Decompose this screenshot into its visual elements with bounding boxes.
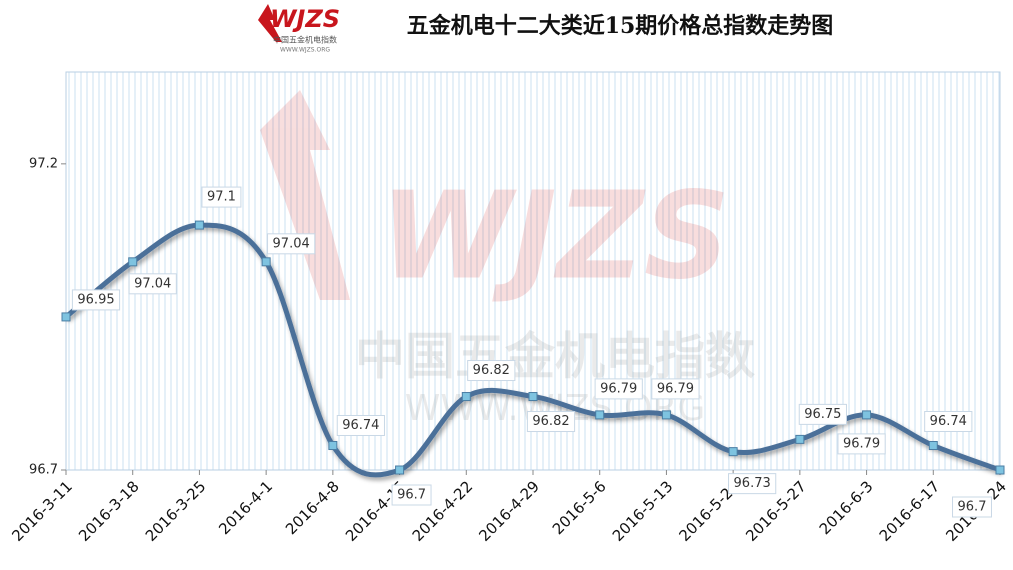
logo: WJZS 中国五金机电指数 WWW.WJZS.ORG bbox=[258, 4, 340, 54]
watermark-name: 中国五金机电指数 bbox=[355, 328, 755, 386]
data-label: 97.04 bbox=[273, 236, 310, 251]
data-label-box bbox=[728, 473, 777, 495]
data-label-box bbox=[651, 378, 700, 400]
x-tick-label: 2016-4-29 bbox=[475, 477, 543, 545]
x-tick-label: 2016-4-1 bbox=[215, 477, 276, 538]
point-marker bbox=[128, 257, 138, 267]
data-label: 96.75 bbox=[804, 407, 841, 422]
plot-area bbox=[65, 71, 1001, 471]
data-label-box bbox=[336, 415, 385, 437]
point-marker bbox=[194, 220, 204, 230]
data-label: 96.7 bbox=[958, 500, 987, 515]
watermark-mark: WJZS bbox=[380, 168, 730, 307]
point-marker bbox=[862, 410, 872, 420]
data-label: 96.79 bbox=[600, 381, 637, 396]
x-tick-label: 2016-4-8 bbox=[282, 477, 343, 538]
data-label-box bbox=[128, 273, 177, 295]
data-label: 96.79 bbox=[843, 436, 880, 451]
data-label: 96.95 bbox=[77, 292, 114, 307]
point-marker bbox=[928, 441, 938, 451]
logo-mark: WJZS bbox=[270, 5, 340, 33]
x-tick-label: 2016-3-25 bbox=[142, 477, 210, 545]
data-label: 96.82 bbox=[532, 414, 569, 429]
data-label: 97.1 bbox=[207, 190, 236, 205]
data-label-box bbox=[924, 411, 973, 433]
data-label-box bbox=[267, 233, 316, 255]
x-tick-label: 2016-6-3 bbox=[816, 477, 877, 538]
point-marker bbox=[261, 257, 271, 267]
data-label-box bbox=[201, 186, 242, 208]
data-label-box bbox=[71, 289, 121, 311]
data-label-box bbox=[952, 496, 992, 518]
x-tick-label: 2016-3-11 bbox=[8, 477, 76, 545]
logo-url: WWW.WJZS.ORG bbox=[280, 47, 330, 54]
data-label: 96.73 bbox=[734, 476, 771, 491]
data-label: 96.7 bbox=[397, 488, 426, 503]
point-marker bbox=[661, 410, 671, 420]
data-label: 96.74 bbox=[930, 414, 967, 429]
point-marker bbox=[995, 465, 1005, 475]
point-marker bbox=[528, 392, 538, 402]
chart-title: 五金机电十二大类近15期价格总指数走势图 bbox=[407, 13, 834, 39]
data-label: 96.79 bbox=[657, 381, 694, 396]
data-label-box bbox=[594, 378, 643, 400]
point-marker bbox=[328, 441, 338, 451]
data-label-box bbox=[837, 433, 886, 455]
point-marker bbox=[595, 410, 605, 420]
point-marker bbox=[728, 447, 738, 457]
y-tick-label: 96.7 bbox=[29, 463, 58, 478]
data-label: 96.82 bbox=[473, 363, 510, 378]
x-tick-label: 2016-6-17 bbox=[876, 477, 944, 545]
data-label-box bbox=[526, 411, 576, 433]
x-tick-label: 2016-5-13 bbox=[609, 477, 677, 545]
point-marker bbox=[61, 312, 71, 322]
x-tick-label: 2016-5-6 bbox=[549, 477, 610, 538]
data-label: 97.04 bbox=[134, 276, 171, 291]
data-label-box bbox=[798, 403, 847, 425]
y-tick-label: 97.2 bbox=[29, 156, 58, 171]
point-marker bbox=[395, 465, 405, 475]
point-marker bbox=[795, 434, 805, 444]
data-label-box bbox=[467, 360, 516, 382]
logo-name: 中国五金机电指数 bbox=[273, 35, 337, 45]
data-label-box bbox=[391, 484, 432, 506]
data-label: 96.74 bbox=[342, 418, 379, 433]
x-tick-label: 2016-3-18 bbox=[75, 477, 143, 545]
point-marker bbox=[461, 392, 471, 402]
